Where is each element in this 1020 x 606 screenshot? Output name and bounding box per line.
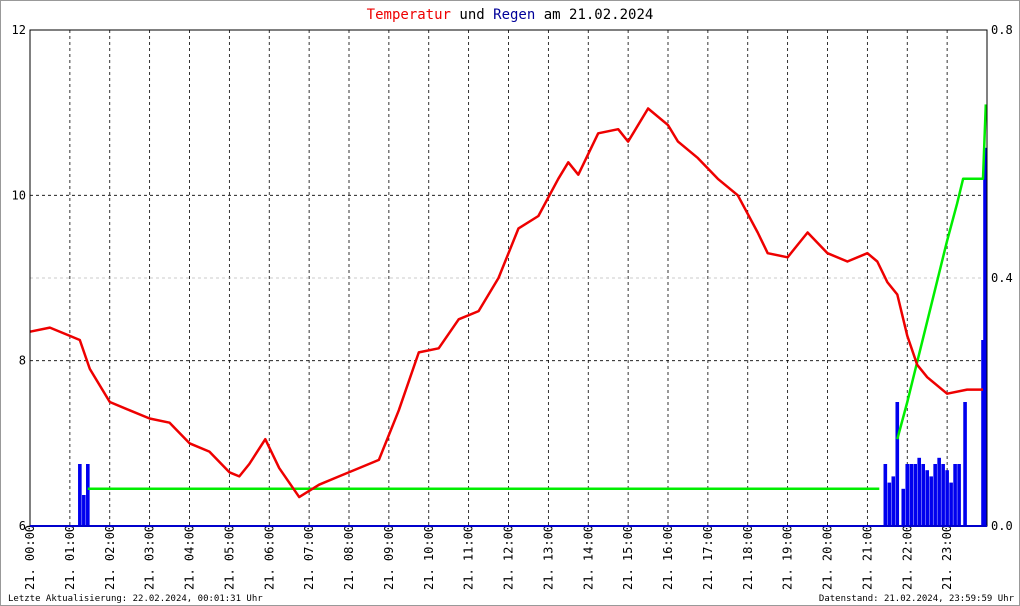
- rain-bar: [925, 470, 929, 526]
- x-tick-label: 21. 19:00: [781, 525, 795, 590]
- y2-tick-label: 0.4: [991, 271, 1013, 285]
- x-tick-label: 21. 23:00: [940, 525, 954, 590]
- footer-left: Letzte Aktualisierung: 22.02.2024, 00:01…: [8, 594, 263, 604]
- title-part: Temperatur: [367, 7, 451, 23]
- x-tick-label: 21. 20:00: [821, 525, 835, 590]
- chart-title: Temperatur und Regen am 21.02.2024: [367, 7, 654, 23]
- rain-bar: [957, 464, 961, 526]
- rain-bar: [945, 470, 949, 526]
- rain-bar: [883, 464, 888, 526]
- title-part: Regen: [493, 7, 535, 23]
- x-tick-label: 21. 01:00: [63, 525, 77, 590]
- rain-bar: [909, 464, 914, 526]
- rain-bar: [921, 464, 925, 526]
- rain-bar: [887, 482, 892, 526]
- footer-right: Datenstand: 21.02.2024, 23:59:59 Uhr: [819, 594, 1015, 604]
- x-tick-label: 21. 12:00: [502, 525, 516, 590]
- rain-bar: [901, 488, 906, 526]
- x-tick-label: 21. 06:00: [262, 525, 276, 590]
- rain-bar: [929, 476, 933, 526]
- y-tick-label: 12: [12, 23, 26, 37]
- rain-bar: [937, 457, 941, 526]
- rain-bar: [933, 464, 937, 526]
- rain-bar: [963, 402, 967, 526]
- x-tick-label: 21. 00:00: [23, 525, 37, 590]
- rain-bar: [941, 464, 945, 526]
- rain-bar: [913, 464, 918, 526]
- y2-tick-label: 0.8: [991, 23, 1013, 37]
- x-tick-label: 21. 08:00: [342, 525, 356, 590]
- y-tick-label: 6: [19, 519, 26, 533]
- series-line: [87, 104, 988, 491]
- rain-bar: [917, 457, 922, 526]
- rain-bar: [78, 464, 82, 526]
- x-tick-label: 21. 21:00: [860, 525, 874, 590]
- x-tick-label: 21. 09:00: [382, 525, 396, 590]
- title-part: und: [459, 7, 484, 23]
- x-tick-label: 21. 22:00: [900, 525, 914, 590]
- series-line: [29, 107, 983, 499]
- x-tick-label: 21. 13:00: [541, 525, 555, 590]
- rain-bar: [983, 147, 987, 527]
- rain-bar: [953, 464, 957, 526]
- x-tick-label: 21. 07:00: [302, 525, 316, 590]
- title-part: am 21.02.2024: [544, 7, 654, 23]
- rain-bar: [905, 464, 910, 526]
- x-tick-label: 21. 11:00: [462, 525, 476, 590]
- x-tick-label: 21. 05:00: [222, 525, 236, 590]
- y-tick-label: 8: [19, 354, 26, 368]
- x-tick-label: 21. 17:00: [701, 525, 715, 590]
- y-tick-label: 10: [12, 188, 26, 202]
- rain-bar: [86, 464, 90, 526]
- rain-bar: [82, 495, 86, 526]
- rain-bar: [895, 402, 900, 526]
- x-tick-label: 21. 10:00: [422, 525, 436, 590]
- y2-tick-label: 0.0: [991, 519, 1013, 533]
- x-tick-label: 21. 18:00: [741, 525, 755, 590]
- x-tick-label: 21. 15:00: [621, 525, 635, 590]
- x-tick-label: 21. 02:00: [103, 525, 117, 590]
- x-tick-label: 21. 16:00: [661, 525, 675, 590]
- x-tick-label: 21. 03:00: [143, 525, 157, 590]
- rain-bar: [949, 482, 953, 526]
- x-tick-label: 21. 04:00: [183, 525, 197, 590]
- x-tick-label: 21. 14:00: [581, 525, 595, 590]
- rain-bar: [891, 476, 896, 526]
- rain-bar: [981, 340, 985, 526]
